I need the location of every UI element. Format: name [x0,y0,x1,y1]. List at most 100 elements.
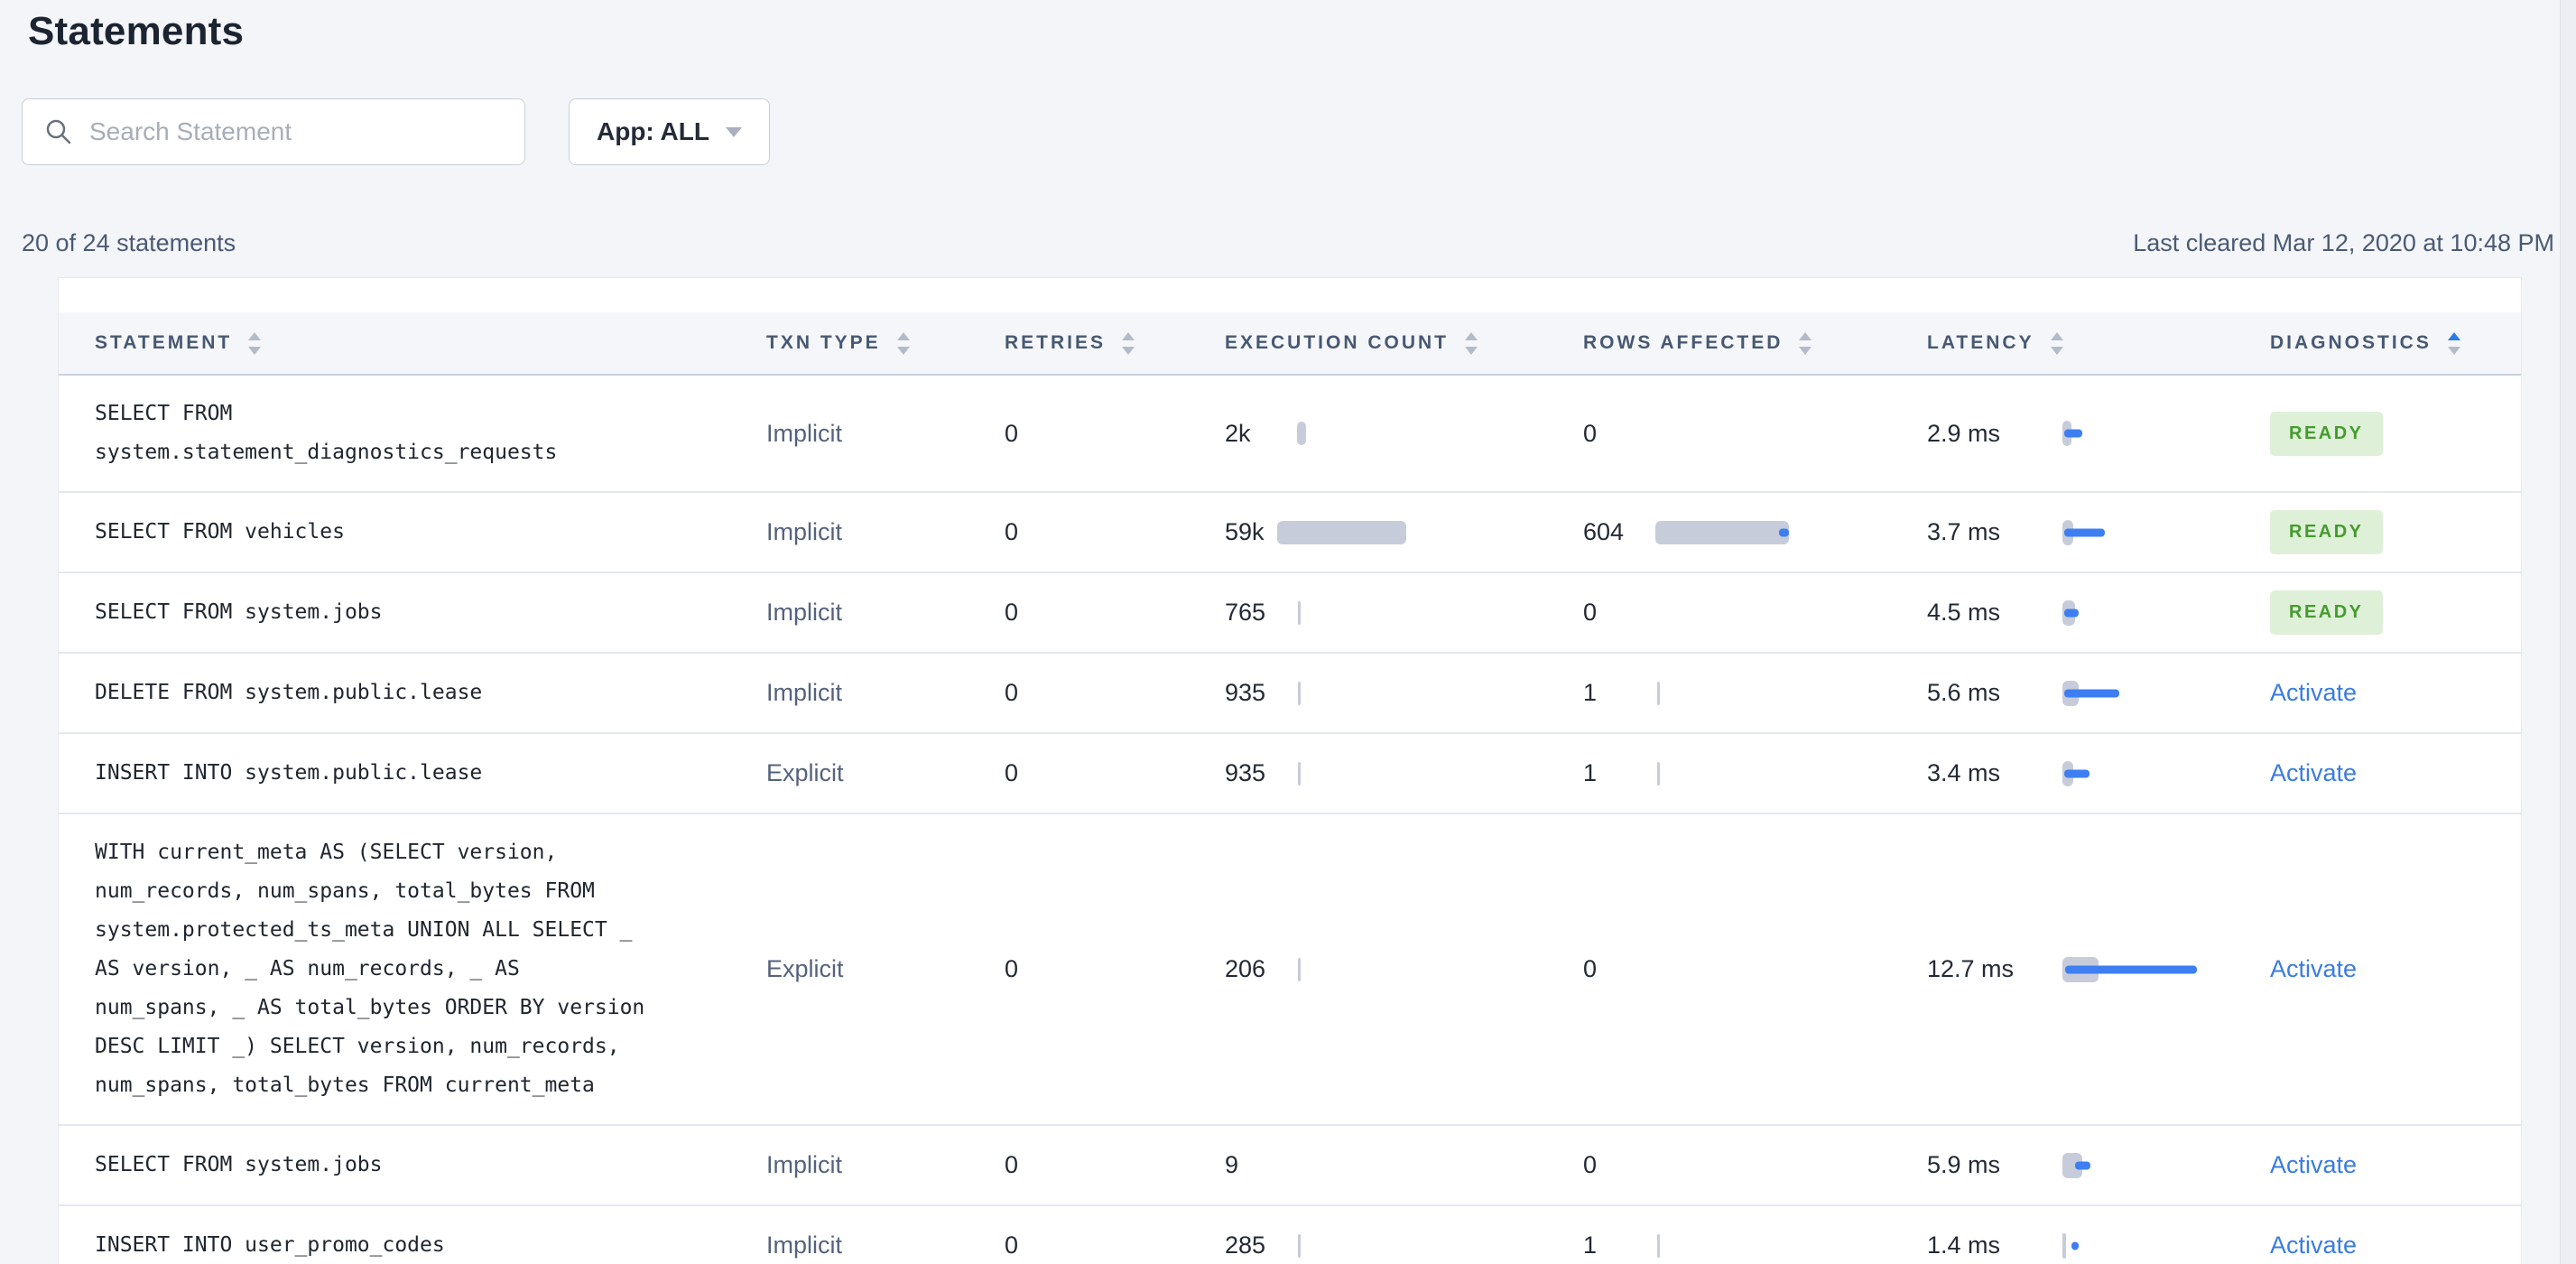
activate-link[interactable]: Activate [2270,955,2358,982]
latency-bar [2062,1206,2270,1264]
sort-arrows-icon [248,331,262,355]
latency-cell: 2.9 ms [1927,376,2270,491]
sort-desc-icon [1122,346,1135,355]
column-header-label: ROWS AFFECTED [1583,332,1784,353]
latency-value: 5.9 ms [1927,1151,2001,1178]
column-header[interactable]: STATEMENT [95,312,766,374]
execution-count-cell: 935 [1225,734,1583,813]
latency-cell: 5.6 ms [1927,654,2270,732]
column-header[interactable]: LATENCY [1927,312,2270,374]
statement-link[interactable]: WITH current_meta AS (SELECT version, nu… [95,841,645,1097]
execution-count-cell: 935 [1225,654,1583,732]
execution-count-cell: 9 [1225,1126,1583,1204]
statement-link[interactable]: DELETE FROM system.public.lease [95,681,483,704]
rows-affected-value: 1 [1583,1231,1598,1259]
rows-affected-cell: 1 [1583,734,1927,813]
execution-count-cell: 765 [1225,573,1583,652]
column-header[interactable]: EXECUTION COUNT [1225,312,1583,374]
statement-link[interactable]: INSERT INTO user_promo_codes [95,1233,445,1257]
diagnostics-cell: Activate [2270,1151,2523,1179]
column-header[interactable]: DIAGNOSTICS [2270,312,2523,374]
statement-link[interactable]: SELECT FROM system.statement_diagnostics… [95,402,558,464]
latency-cell: 3.7 ms [1927,493,2270,572]
retries-cell: 0 [1005,1126,1225,1204]
rows-affected-cell: 1 [1583,1206,1927,1264]
ready-badge[interactable]: READY [2270,510,2383,554]
rows-affected-value: 0 [1583,419,1598,447]
sort-asc-icon [896,331,910,340]
table-row: SELECT FROM system.jobs Implicit 0 765 0… [59,572,2521,652]
activate-link[interactable]: Activate [2270,759,2358,786]
column-header[interactable]: ROWS AFFECTED [1583,312,1927,374]
sort-arrows-icon [1799,331,1812,355]
column-header[interactable]: TXN TYPE [766,312,1005,374]
sort-asc-icon [2050,331,2063,340]
rows-affected-bar [1655,573,1927,652]
app-filter-label: App: ALL [597,117,709,145]
latency-bar [2062,493,2270,572]
rows-affected-bar [1655,1126,1927,1204]
statement-link[interactable]: SELECT FROM system.jobs [95,1153,383,1176]
sort-desc-icon [1465,346,1478,355]
sort-arrows-icon [2050,331,2063,355]
latency-bar [2062,734,2270,813]
retries-cell: 0 [1005,1206,1225,1264]
search-box [22,98,525,165]
rows-affected-value: 0 [1583,955,1598,982]
latency-value: 3.4 ms [1927,759,2001,786]
page-title: Statements [28,9,245,53]
txn-type-cell: Explicit [766,955,844,982]
rows-affected-cell: 0 [1583,814,1927,1124]
diagnostics-cell: READY [2270,590,2523,635]
latency-value: 4.5 ms [1927,599,2001,626]
table-row: SELECT FROM system.jobs Implicit 0 9 0 5… [59,1124,2521,1204]
execution-count-value: 285 [1225,1231,1266,1259]
rows-affected-cell: 0 [1583,376,1927,491]
column-header-label: DIAGNOSTICS [2270,332,2432,353]
table-header-row: STATEMENT TXN TYPE RETRIES EXECUTION COU… [59,312,2521,376]
sort-arrows-icon [1122,331,1135,355]
ready-badge[interactable]: READY [2270,411,2383,456]
txn-type-cell: Implicit [766,518,843,545]
statement-link[interactable]: INSERT INTO system.public.lease [95,761,483,785]
toolbar: App: ALL [22,98,770,165]
latency-value: 3.7 ms [1927,518,2001,545]
retries-cell: 0 [1005,654,1225,732]
execution-count-bar [1277,376,1583,491]
rows-affected-cell: 1 [1583,654,1927,732]
activate-link[interactable]: Activate [2270,1151,2358,1178]
column-header[interactable]: RETRIES [1005,312,1225,374]
scrollbar[interactable] [2560,0,2576,1264]
sort-arrows-icon [896,331,910,355]
chevron-down-icon [725,126,742,137]
statement-link[interactable]: SELECT FROM system.jobs [95,600,383,624]
sort-arrows-icon [1465,331,1478,355]
ready-badge[interactable]: READY [2270,590,2383,635]
rows-affected-bar [1655,376,1927,491]
latency-cell: 12.7 ms [1927,814,2270,1124]
latency-value: 2.9 ms [1927,419,2001,447]
activate-link[interactable]: Activate [2270,1231,2358,1259]
rows-affected-value: 1 [1583,679,1598,706]
execution-count-bar [1277,814,1583,1124]
statement-link[interactable]: SELECT FROM vehicles [95,520,345,544]
table-row: WITH current_meta AS (SELECT version, nu… [59,813,2521,1124]
latency-cell: 4.5 ms [1927,573,2270,652]
retries-value: 0 [1005,599,1019,626]
activate-link[interactable]: Activate [2270,679,2358,706]
retries-value: 0 [1005,1231,1019,1259]
retries-value: 0 [1005,955,1019,982]
execution-count-cell: 206 [1225,814,1583,1124]
retries-cell: 0 [1005,376,1225,491]
app-filter-dropdown[interactable]: App: ALL [569,98,770,165]
sort-arrows-icon [2447,331,2460,355]
last-cleared-timestamp: Last cleared Mar 12, 2020 at 10:48 PM [2133,229,2554,256]
rows-affected-value: 1 [1583,759,1598,786]
rows-affected-bar [1655,493,1927,572]
search-input[interactable] [89,117,506,146]
table-row: DELETE FROM system.public.lease Implicit… [59,652,2521,732]
txn-type-cell: Explicit [766,759,844,786]
sort-asc-icon [1465,331,1478,340]
execution-count-value: 2k [1225,419,1251,447]
retries-value: 0 [1005,759,1019,786]
